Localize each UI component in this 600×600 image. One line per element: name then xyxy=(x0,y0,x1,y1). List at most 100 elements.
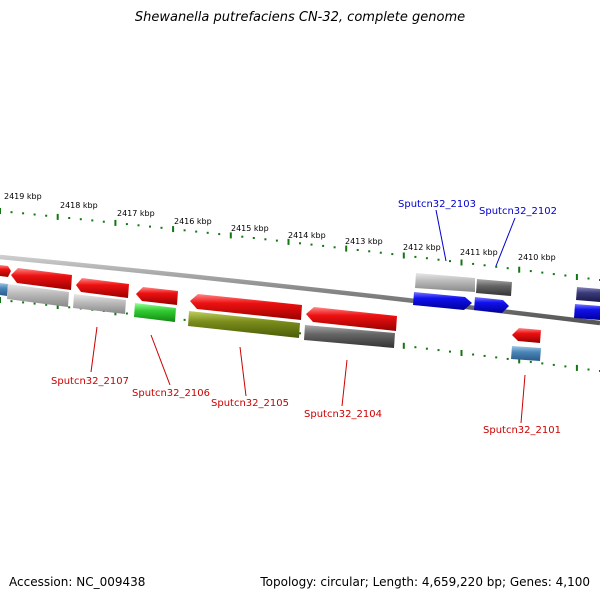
gene-label-2107[interactable]: Sputcn32_2107 xyxy=(51,376,129,387)
major-tick xyxy=(402,342,405,349)
gene-arrow[interactable] xyxy=(413,292,472,310)
minor-tick xyxy=(206,231,209,234)
minor-tick xyxy=(564,274,567,277)
minor-tick xyxy=(79,218,82,221)
map-title: Shewanella putrefaciens CN-32, complete … xyxy=(134,10,466,25)
minor-tick xyxy=(391,253,394,256)
minor-tick xyxy=(529,270,532,273)
minor-tick xyxy=(33,302,36,305)
minor-tick xyxy=(218,233,221,236)
major-tick xyxy=(114,219,117,226)
minor-tick xyxy=(587,277,590,280)
minor-tick xyxy=(264,238,267,241)
gene-label-2102[interactable]: Sputcn32_2102 xyxy=(479,206,557,217)
minor-tick xyxy=(564,365,567,368)
gene-arrow[interactable] xyxy=(11,268,72,290)
minor-tick xyxy=(414,255,417,258)
gene-arrow-2105[interactable] xyxy=(188,311,300,338)
minor-tick xyxy=(425,257,428,260)
accession-text: Accession: NC_009438 xyxy=(9,575,146,589)
minor-tick xyxy=(506,357,509,360)
gene-arrow[interactable] xyxy=(136,287,178,305)
gene-label-2106[interactable]: Sputcn32_2106 xyxy=(132,388,210,399)
minor-tick xyxy=(495,356,498,359)
minor-tick xyxy=(252,237,255,239)
kbp-label: 2417 kbp xyxy=(117,209,155,218)
minor-tick xyxy=(160,226,163,229)
topology-text: Topology: circular; Length: 4,659,220 bp… xyxy=(260,575,590,589)
genome-backbone xyxy=(0,254,600,326)
gene-label-2103[interactable]: Sputcn32_2103 xyxy=(398,199,476,210)
minor-tick xyxy=(437,258,440,261)
gene-arrow-2101[interactable] xyxy=(512,328,541,343)
gene-arrow[interactable] xyxy=(474,297,509,313)
gene-label-2101[interactable]: Sputcn32_2101 xyxy=(483,425,561,436)
gene-arrow[interactable] xyxy=(76,278,129,298)
gene-arrow[interactable] xyxy=(7,284,69,307)
major-tick xyxy=(460,350,463,356)
minor-tick xyxy=(68,306,71,309)
minor-tick xyxy=(529,360,532,363)
gene-arrow[interactable] xyxy=(511,346,541,361)
minor-tick xyxy=(45,303,48,306)
gene-arrow[interactable] xyxy=(574,304,600,320)
minor-tick xyxy=(22,301,25,304)
minor-tick xyxy=(379,251,382,254)
minor-tick xyxy=(587,368,590,371)
gene-leader-lines xyxy=(90,209,526,424)
gene-arrow[interactable] xyxy=(190,294,302,320)
gene-arrow[interactable] xyxy=(576,287,600,302)
major-tick xyxy=(575,274,578,280)
minor-tick xyxy=(414,346,417,349)
gene-label-2105[interactable]: Sputcn32_2105 xyxy=(211,398,289,409)
major-tick xyxy=(229,232,232,239)
minor-tick xyxy=(310,243,313,246)
major-tick xyxy=(460,259,463,266)
reverse-strand-genes xyxy=(0,283,600,361)
major-tick xyxy=(172,226,175,233)
gene-arrow[interactable] xyxy=(0,283,8,296)
gene-arrow[interactable] xyxy=(306,307,397,331)
minor-tick xyxy=(149,225,151,228)
minor-tick xyxy=(241,235,244,238)
gene-arrow-2106[interactable] xyxy=(134,303,176,322)
minor-tick xyxy=(299,242,301,245)
kbp-label: 2410 kbp xyxy=(518,253,556,262)
minor-tick xyxy=(33,213,36,216)
minor-tick xyxy=(425,347,428,350)
minor-tick xyxy=(68,217,71,219)
minor-tick xyxy=(195,230,198,233)
minor-tick xyxy=(22,212,25,215)
kbp-label: 2418 kbp xyxy=(60,201,98,210)
major-tick xyxy=(287,238,290,245)
kbp-label: 2412 kbp xyxy=(403,243,441,252)
gene-arrow[interactable] xyxy=(0,265,11,277)
kbp-label: 2414 kbp xyxy=(288,231,326,240)
gene-arrow-2102[interactable] xyxy=(476,279,512,296)
gene-arrow-2103[interactable] xyxy=(415,273,475,292)
minor-tick xyxy=(45,214,48,217)
minor-tick xyxy=(322,244,325,247)
minor-tick xyxy=(506,267,509,270)
minor-tick xyxy=(137,224,140,227)
minor-tick xyxy=(102,220,105,223)
minor-tick xyxy=(449,260,451,263)
minor-tick xyxy=(472,262,475,265)
minor-tick xyxy=(368,250,371,253)
major-tick xyxy=(0,297,1,303)
kbp-scale-labels: 2419 kbp 2418 kbp 2417 kbp 2416 kbp 2415… xyxy=(4,192,556,262)
minor-tick xyxy=(125,312,128,315)
minor-tick xyxy=(299,332,301,335)
gene-label-2104[interactable]: Sputcn32_2104 xyxy=(304,409,382,420)
gene-arrow-2104[interactable] xyxy=(304,325,395,348)
major-tick xyxy=(56,303,59,309)
kbp-label: 2415 kbp xyxy=(231,224,269,233)
minor-tick xyxy=(91,219,94,222)
gene-arrow[interactable] xyxy=(73,294,126,314)
kbp-label: 2416 kbp xyxy=(174,217,212,226)
major-tick xyxy=(345,245,348,252)
minor-tick xyxy=(472,353,475,356)
kbp-label: 2419 kbp xyxy=(4,192,42,201)
